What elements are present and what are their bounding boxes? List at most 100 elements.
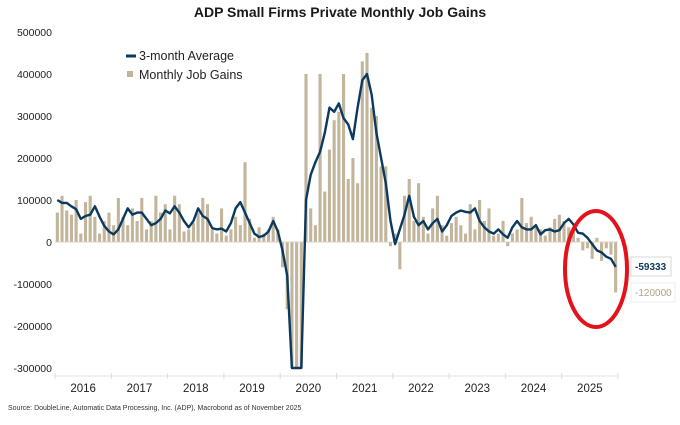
bar bbox=[365, 53, 369, 242]
bar bbox=[445, 235, 449, 242]
bar bbox=[215, 233, 219, 242]
bar bbox=[154, 195, 158, 242]
source-note: Source: DoubleLine, Automatic Data Proce… bbox=[8, 405, 302, 412]
x-tick-label: 2023 bbox=[464, 383, 490, 395]
bar bbox=[468, 204, 472, 242]
bar bbox=[337, 111, 341, 242]
y-tick-label: -100000 bbox=[13, 279, 52, 291]
x-tick-label: 2017 bbox=[127, 383, 153, 395]
bar bbox=[323, 191, 327, 242]
bar bbox=[402, 195, 407, 242]
bar bbox=[313, 225, 317, 242]
bar bbox=[79, 233, 83, 242]
bar bbox=[585, 242, 590, 249]
bar bbox=[515, 229, 519, 242]
avg-label-box bbox=[630, 256, 672, 277]
bar bbox=[173, 195, 177, 242]
bar bbox=[449, 223, 453, 242]
x-tick-label: 2024 bbox=[521, 383, 547, 395]
bar bbox=[55, 212, 59, 242]
bar bbox=[384, 166, 388, 242]
bar bbox=[220, 208, 224, 242]
bar bbox=[116, 197, 120, 242]
bar bbox=[421, 216, 425, 242]
y-axis: 500000 400000 300000 200000 100000 0 -100000 -2… bbox=[13, 27, 52, 375]
bar bbox=[524, 223, 529, 242]
bar bbox=[309, 208, 313, 242]
bar bbox=[496, 233, 500, 242]
bar bbox=[609, 242, 613, 255]
bar bbox=[182, 231, 186, 242]
bar bbox=[290, 242, 294, 368]
bar bbox=[407, 179, 411, 242]
legend-bar-label: Monthly Job Gains bbox=[139, 68, 243, 82]
bar bbox=[60, 195, 64, 242]
bar-last-value-label: -120000 bbox=[635, 288, 672, 299]
bar bbox=[205, 204, 210, 242]
bar bbox=[266, 229, 271, 242]
bar bbox=[520, 197, 524, 242]
bar bbox=[346, 179, 350, 242]
bar bbox=[459, 225, 463, 242]
bar bbox=[374, 116, 378, 242]
bar bbox=[360, 61, 364, 243]
bar bbox=[238, 225, 242, 242]
bar bbox=[102, 221, 106, 242]
x-tick-label: 2020 bbox=[296, 383, 322, 395]
x-tick-label: 2022 bbox=[408, 383, 434, 395]
bar bbox=[201, 197, 205, 242]
bar bbox=[487, 208, 491, 242]
x-tick-label: 2025 bbox=[577, 383, 603, 395]
bar bbox=[506, 242, 510, 247]
bar bbox=[140, 197, 144, 242]
bar bbox=[463, 233, 468, 242]
bar bbox=[341, 74, 346, 242]
highlight-ellipse bbox=[563, 209, 629, 329]
bar bbox=[614, 242, 618, 293]
bar bbox=[210, 229, 214, 242]
bar bbox=[299, 242, 303, 368]
bar bbox=[482, 221, 486, 242]
bar bbox=[107, 212, 111, 242]
y-tick-label: 500000 bbox=[17, 27, 52, 39]
bar bbox=[196, 212, 200, 242]
bar bbox=[492, 235, 496, 242]
y-tick-label: 200000 bbox=[17, 153, 52, 165]
bar bbox=[379, 166, 383, 242]
avg-last-value-label: -59333 bbox=[635, 262, 667, 273]
bar bbox=[65, 210, 69, 242]
y-tick-label: 100000 bbox=[17, 195, 52, 207]
bar bbox=[351, 158, 355, 242]
bar bbox=[539, 229, 543, 242]
x-tick-label: 2019 bbox=[239, 383, 265, 395]
bar bbox=[126, 225, 130, 242]
bar bbox=[510, 233, 514, 242]
bar bbox=[388, 242, 393, 247]
bar bbox=[144, 229, 149, 242]
y-tick-label: 0 bbox=[46, 237, 52, 249]
bar bbox=[454, 216, 458, 242]
bar bbox=[135, 221, 139, 242]
three-month-average-line bbox=[56, 72, 617, 370]
bar bbox=[93, 216, 97, 242]
bar bbox=[262, 233, 266, 242]
bar bbox=[130, 208, 134, 242]
bar bbox=[548, 227, 552, 242]
bar bbox=[412, 221, 416, 242]
bar bbox=[83, 202, 88, 242]
bar bbox=[257, 227, 261, 242]
legend-line-label: 3-month Average bbox=[139, 49, 234, 63]
bar bbox=[567, 227, 571, 242]
legend: 3-month Average Monthly Job Gains bbox=[126, 49, 243, 82]
bar bbox=[88, 195, 92, 242]
bar bbox=[417, 183, 421, 242]
bar bbox=[327, 149, 332, 242]
bar bbox=[74, 200, 78, 242]
bar bbox=[149, 221, 153, 242]
x-tick-label: 2016 bbox=[70, 383, 96, 395]
bar bbox=[370, 107, 374, 242]
bar bbox=[595, 237, 599, 242]
chart-title: ADP Small Firms Private Monthly Job Gain… bbox=[193, 4, 487, 20]
bar bbox=[426, 233, 430, 242]
